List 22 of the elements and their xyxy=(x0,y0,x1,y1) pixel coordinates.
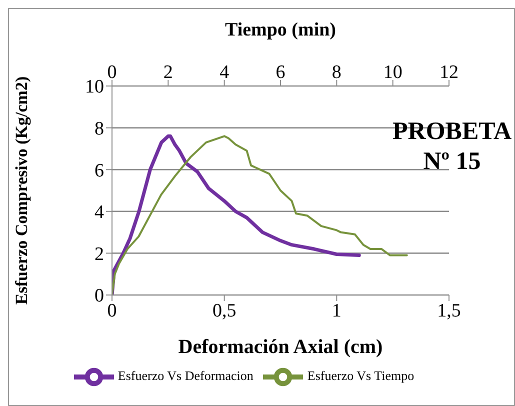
x-axis-title: Deformación Axial (cm) xyxy=(178,336,383,358)
y-tick-label: 6 xyxy=(94,160,104,182)
x2-tick-label: 2 xyxy=(163,62,173,83)
x2-tick-label: 6 xyxy=(276,62,286,83)
x2-tick-label: 8 xyxy=(332,62,342,83)
legend-label: Esfuerzo Vs Deformacion xyxy=(118,368,254,383)
y-tick-label: 0 xyxy=(94,286,104,307)
line-series xyxy=(112,134,361,295)
y-tick-label: 10 xyxy=(85,76,104,98)
y-tick-label: 8 xyxy=(94,118,104,140)
annotation: PROBETA Nº 15 xyxy=(392,117,512,177)
legend-label: Esfuerzo Vs Tiempo xyxy=(307,368,414,383)
x2-tick-label: 10 xyxy=(383,62,402,83)
y-tick-label: 4 xyxy=(94,202,104,224)
x2-tick-label: 12 xyxy=(440,62,458,83)
x-tick-label: 1 xyxy=(332,300,342,322)
x2-tick-label: 4 xyxy=(220,62,230,83)
x-tick-label: 1,5 xyxy=(437,300,461,322)
y-tick-label: 2 xyxy=(94,244,104,265)
x2-axis-title: Tiempo (min) xyxy=(224,19,336,40)
x-tick-label: 0,5 xyxy=(212,300,236,322)
y-axis-title: Esfuerzo Compresivo (Kg/cm2) xyxy=(12,76,32,305)
